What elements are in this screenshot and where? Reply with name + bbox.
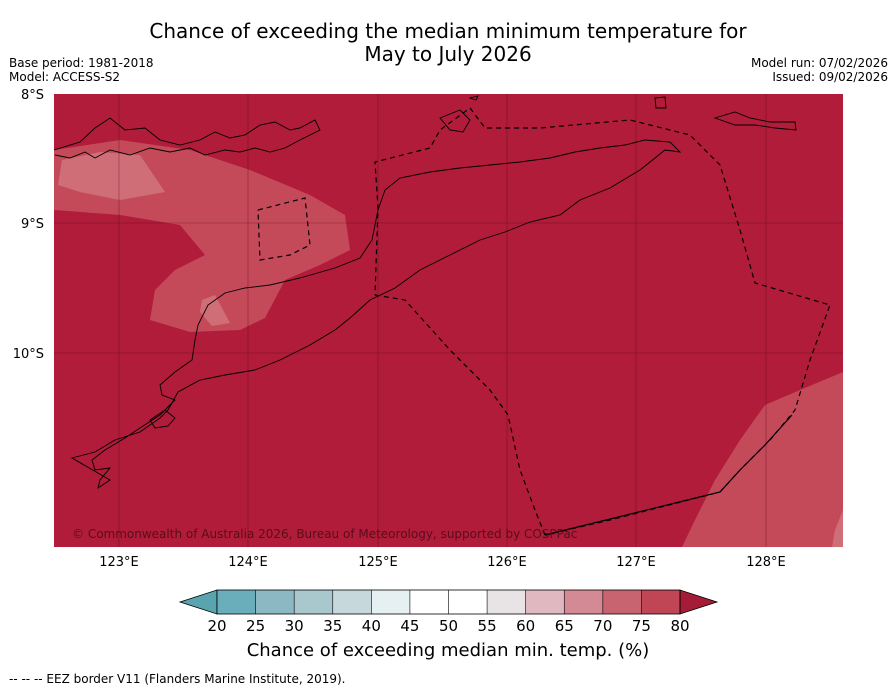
coastline-island-ne1 <box>654 96 667 109</box>
colorbar-tick-label: 50 <box>439 617 458 635</box>
coastline-north-islands <box>54 117 321 159</box>
lon-label-127e: 127°E <box>616 555 656 570</box>
lat-label-10s: 10°S <box>13 347 44 362</box>
colorbar-extend-high <box>679 589 719 615</box>
boundary-segment-southeast <box>544 414 793 536</box>
eez-border <box>257 107 831 536</box>
coastline-island-ne2 <box>713 111 797 131</box>
coastline-island-small <box>468 95 479 101</box>
coastlines <box>54 95 797 490</box>
colorbar-segment <box>409 590 449 614</box>
colorbar-segment <box>448 590 488 614</box>
lon-label-125e: 125°E <box>358 555 398 570</box>
colorbar-segment <box>525 590 565 614</box>
colorbar-tick-label: 75 <box>632 617 651 635</box>
eez-footer-note: -- -- -- EEZ border V11 (Flanders Marine… <box>9 672 346 686</box>
graticule <box>54 94 843 547</box>
colorbar-tick-label: 45 <box>400 617 419 635</box>
copyright-text: © Commonwealth of Australia 2026, Bureau… <box>72 527 577 541</box>
issued-label: Issued: 09/02/2026 <box>772 70 888 84</box>
colorbar-segment <box>487 590 526 614</box>
colorbar-segment <box>602 590 642 614</box>
colorbar-segment <box>371 590 410 614</box>
lat-label-9s: 9°S <box>21 217 44 232</box>
colorbar-segment <box>641 590 680 614</box>
colorbar-segment <box>217 590 256 614</box>
lon-label-128e: 128°E <box>746 555 786 570</box>
lon-label-126e: 126°E <box>487 555 527 570</box>
coastline-rote <box>149 409 176 429</box>
coastline-wetar <box>439 109 471 133</box>
colorbar-segment <box>564 590 603 614</box>
colorbar-tick-label: 60 <box>516 617 535 635</box>
colorbar-tick-label: 65 <box>555 617 574 635</box>
colorbar-segment <box>332 590 372 614</box>
map-title-line2: May to July 2026 <box>364 42 532 66</box>
probability-map <box>54 94 843 547</box>
colorbar-tick-label: 25 <box>246 617 265 635</box>
region-75-80-southeast <box>682 372 843 547</box>
region-70-75-west-small <box>200 295 230 326</box>
colorbar-tick-label: 35 <box>323 617 342 635</box>
colorbar-tick-label: 40 <box>362 617 381 635</box>
colorbar-tick-label: 70 <box>593 617 612 635</box>
colorbar-tick-label: 20 <box>207 617 226 635</box>
colorbar-tick-label: 55 <box>478 617 497 635</box>
base-period-label: Base period: 1981-2018 <box>9 56 154 70</box>
colorbar: 20 25 30 35 40 45 50 55 60 65 70 75 80 <box>178 589 719 635</box>
colorbar-segment <box>294 590 333 614</box>
model-run-label: Model run: 07/02/2026 <box>750 56 888 70</box>
model-label: Model: ACCESS-S2 <box>9 70 121 84</box>
region-70-75-west <box>58 152 165 200</box>
colorbar-label: Chance of exceeding median min. temp. (%… <box>246 640 650 661</box>
colorbar-extend-low <box>178 589 218 615</box>
lat-label-8s: 8°S <box>21 88 44 103</box>
region-70-75-southeast-edge <box>832 510 843 547</box>
colorbar-tick-label: 30 <box>285 617 304 635</box>
coastline-timor <box>70 139 682 490</box>
lon-label-124e: 124°E <box>228 555 268 570</box>
colorbar-tick-label: 80 <box>670 617 689 635</box>
map-title-line1: Chance of exceeding the median minimum t… <box>149 19 747 43</box>
lon-label-123e: 123°E <box>99 555 139 570</box>
colorbar-segment <box>255 590 295 614</box>
